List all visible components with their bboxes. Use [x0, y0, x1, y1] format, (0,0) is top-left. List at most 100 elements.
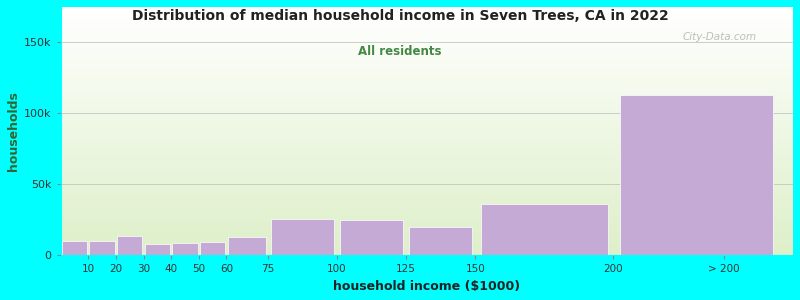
Bar — [61, 47, 793, 48]
Bar — [61, 89, 793, 90]
Bar — [61, 165, 793, 166]
Bar — [61, 158, 793, 159]
Bar — [61, 22, 793, 23]
Bar — [409, 227, 473, 256]
Bar — [61, 46, 793, 47]
Bar — [61, 230, 793, 231]
Bar — [61, 94, 793, 95]
Bar — [61, 143, 793, 144]
Bar — [61, 59, 793, 60]
Bar — [61, 169, 793, 170]
Bar — [61, 71, 793, 72]
Bar — [61, 135, 793, 136]
Bar — [61, 50, 793, 51]
Bar — [61, 78, 793, 79]
Bar — [61, 14, 793, 15]
Bar — [61, 11, 793, 12]
Bar — [61, 113, 793, 114]
Bar — [61, 100, 793, 101]
Bar — [61, 8, 793, 9]
X-axis label: household income ($1000): household income ($1000) — [334, 280, 521, 293]
Bar — [61, 189, 793, 190]
Bar — [61, 129, 793, 130]
Bar — [61, 202, 793, 203]
Bar — [61, 185, 793, 186]
Bar — [61, 79, 793, 80]
Bar — [61, 191, 793, 192]
Bar — [61, 32, 793, 33]
Bar — [61, 108, 793, 109]
Bar — [61, 26, 793, 27]
Bar — [61, 106, 793, 107]
Bar — [145, 244, 170, 256]
Bar — [61, 126, 793, 127]
Bar — [61, 115, 793, 116]
Bar — [61, 229, 793, 230]
Bar — [61, 151, 793, 152]
Bar — [61, 30, 793, 31]
Bar — [61, 154, 793, 155]
Bar — [61, 10, 793, 11]
Bar — [61, 76, 793, 77]
Bar — [61, 223, 793, 224]
Bar — [61, 140, 793, 141]
Bar — [61, 172, 793, 173]
Bar — [61, 133, 793, 134]
Bar — [61, 207, 793, 208]
Bar — [61, 60, 793, 61]
Bar — [620, 95, 773, 256]
Bar — [61, 188, 793, 189]
Bar — [61, 36, 793, 37]
Bar — [61, 107, 793, 108]
Bar — [61, 153, 793, 154]
Bar — [61, 181, 793, 182]
Bar — [61, 130, 793, 131]
Bar — [61, 203, 793, 204]
Bar — [61, 49, 793, 50]
Bar — [61, 81, 793, 82]
Bar — [61, 174, 793, 175]
Bar — [172, 243, 198, 256]
Bar — [61, 70, 793, 71]
Bar — [61, 248, 793, 249]
Bar — [61, 243, 793, 244]
Bar — [61, 160, 793, 161]
Bar — [61, 197, 793, 198]
Bar — [61, 246, 793, 247]
Bar — [61, 63, 793, 64]
Bar — [61, 122, 793, 123]
Bar — [61, 39, 793, 40]
Bar — [61, 124, 793, 125]
Bar — [61, 16, 793, 17]
Bar — [61, 66, 793, 67]
Bar — [61, 199, 793, 200]
Bar — [61, 204, 793, 205]
Bar — [61, 187, 793, 188]
Bar — [61, 241, 793, 242]
Bar — [61, 90, 793, 91]
Bar — [61, 200, 793, 201]
Bar — [61, 142, 793, 143]
Bar — [61, 227, 793, 228]
Bar — [61, 209, 793, 210]
Bar — [61, 102, 793, 103]
Bar — [61, 103, 793, 104]
Bar — [61, 28, 793, 29]
Bar — [228, 237, 266, 256]
Bar — [61, 236, 793, 237]
Bar — [61, 35, 793, 36]
Bar — [61, 244, 793, 245]
Bar — [61, 192, 793, 193]
Bar — [61, 180, 793, 181]
Bar — [61, 161, 793, 162]
Bar — [61, 239, 793, 240]
Bar — [61, 167, 793, 168]
Bar — [61, 232, 793, 233]
Bar — [90, 241, 115, 256]
Bar — [61, 45, 793, 46]
Bar — [61, 21, 793, 22]
Bar — [61, 118, 793, 119]
Bar — [61, 119, 793, 120]
Y-axis label: households: households — [7, 91, 20, 171]
Bar — [61, 55, 793, 56]
